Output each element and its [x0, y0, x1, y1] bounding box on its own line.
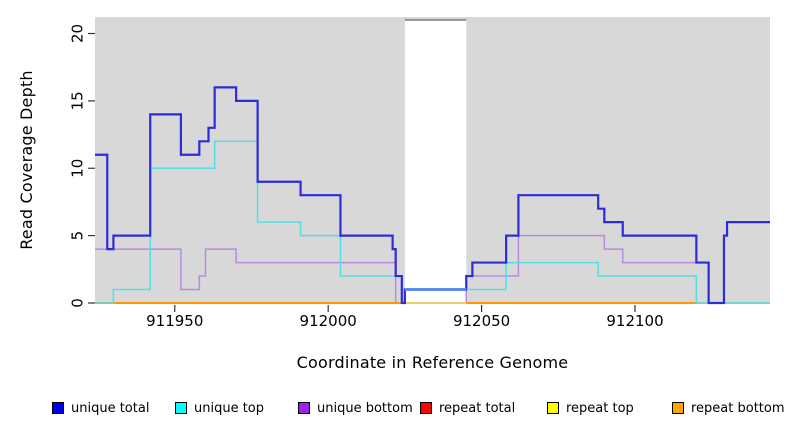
legend-swatch-icon [672, 402, 684, 414]
x-axis-tick-label: 912000 [300, 312, 357, 330]
x-axis-tick-label: 912100 [606, 312, 663, 330]
series-unique-total [95, 86, 770, 305]
legend-item-repeat-bottom: repeat bottom [672, 398, 785, 418]
legend-item-unique-bottom: unique bottom [298, 398, 413, 418]
legend-label: repeat bottom [691, 400, 785, 416]
legend-label: repeat top [566, 400, 634, 416]
series-unique-top [95, 140, 770, 304]
legend-label: unique bottom [317, 400, 413, 416]
legend-label: unique top [194, 400, 265, 416]
highlight-band [404, 20, 467, 304]
y-axis-tick-label: 5 [69, 231, 87, 241]
y-axis-title: Read Coverage Depth [17, 70, 36, 250]
legend-label: unique total [71, 400, 150, 416]
y-axis-tick-label: 20 [69, 24, 87, 43]
x-axis-title: Coordinate in Reference Genome [296, 353, 569, 372]
legend-swatch-icon [547, 402, 559, 414]
legend-swatch-icon [420, 402, 432, 414]
legend-item-unique-top: unique top [175, 398, 264, 418]
legend-item-unique-total: unique total [52, 398, 149, 418]
legend-swatch-icon [298, 402, 310, 414]
legend-swatch-icon [175, 402, 187, 414]
x-axis-tick-label: 912050 [453, 312, 510, 330]
legend-item-repeat-total: repeat total [420, 398, 515, 418]
legend-label: repeat total [439, 400, 516, 416]
x-axis-tick-label: 911950 [146, 312, 203, 330]
y-axis-tick-label: 15 [69, 91, 87, 110]
y-axis-tick-label: 0 [69, 298, 87, 308]
y-axis-tick-label: 10 [69, 159, 87, 178]
legend-item-repeat-top: repeat top [547, 398, 634, 418]
chart-legend: unique total unique top unique bottom repea… [0, 398, 792, 420]
legend-swatch-icon [52, 402, 64, 414]
